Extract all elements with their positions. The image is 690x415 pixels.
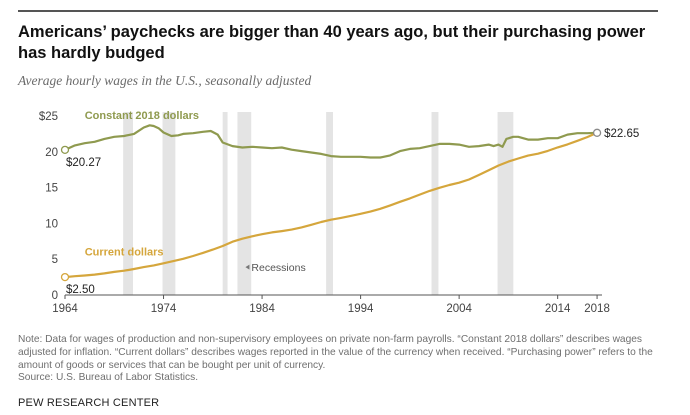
y-tick-label: 0 — [52, 290, 58, 302]
y-tick-label: 15 — [45, 183, 58, 195]
x-tick-label: 1984 — [249, 303, 275, 315]
series-lines — [60, 124, 602, 282]
constant-series-label: Constant 2018 dollars — [85, 110, 199, 122]
brand-logo-text: PEW RESEARCH CENTER — [18, 397, 160, 409]
x-tick-label: 1994 — [348, 303, 374, 315]
x-tick-label: 2018 — [584, 303, 610, 315]
chart-subtitle: Average hourly wages in the U.S., season… — [18, 73, 312, 88]
recession-band — [123, 112, 133, 295]
recession-band — [162, 112, 176, 295]
y-tick-label: 10 — [45, 218, 58, 230]
recession-band — [222, 112, 228, 295]
x-tick-label: 1974 — [151, 303, 177, 315]
chart-note: Note: Data for wages of production and n… — [18, 334, 653, 371]
y-tick-label: 20 — [45, 147, 58, 159]
x-tick-label: 1964 — [52, 303, 78, 315]
recession-band — [497, 112, 514, 295]
recessions-pointer-icon — [245, 264, 250, 270]
constant-start-marker — [60, 145, 70, 155]
constant-dollars-line — [64, 124, 598, 159]
chart-title: Americans’ paychecks are bigger than 40 … — [18, 23, 646, 62]
recession-band — [237, 112, 252, 295]
x-tick-label: 2004 — [446, 303, 472, 315]
axes: 0 5 10 15 20 $25 1964 1974 1984 1994 2004 2014 2018 — [39, 111, 610, 315]
recession-band — [326, 112, 334, 295]
y-tick-label: $25 — [39, 111, 58, 123]
chart-labels: Constant 2018 dollars Current dollars $20.… — [66, 110, 639, 296]
current-start-marker — [60, 272, 70, 282]
x-tick-label: 2014 — [545, 303, 571, 315]
end-marker — [592, 128, 602, 137]
current-start-value: $2.50 — [66, 284, 95, 296]
end-value: $22.65 — [604, 128, 639, 140]
chart-source: Source: U.S. Bureau of Labor Statistics. — [18, 372, 199, 383]
recessions-label: Recessions — [251, 262, 305, 274]
top-rule — [18, 10, 658, 12]
constant-start-value: $20.27 — [66, 157, 101, 169]
current-dollars-line — [64, 131, 598, 279]
recession-band — [431, 112, 439, 295]
y-tick-label: 5 — [52, 254, 58, 266]
recession-bands — [123, 112, 514, 295]
current-series-label: Current dollars — [85, 247, 164, 259]
